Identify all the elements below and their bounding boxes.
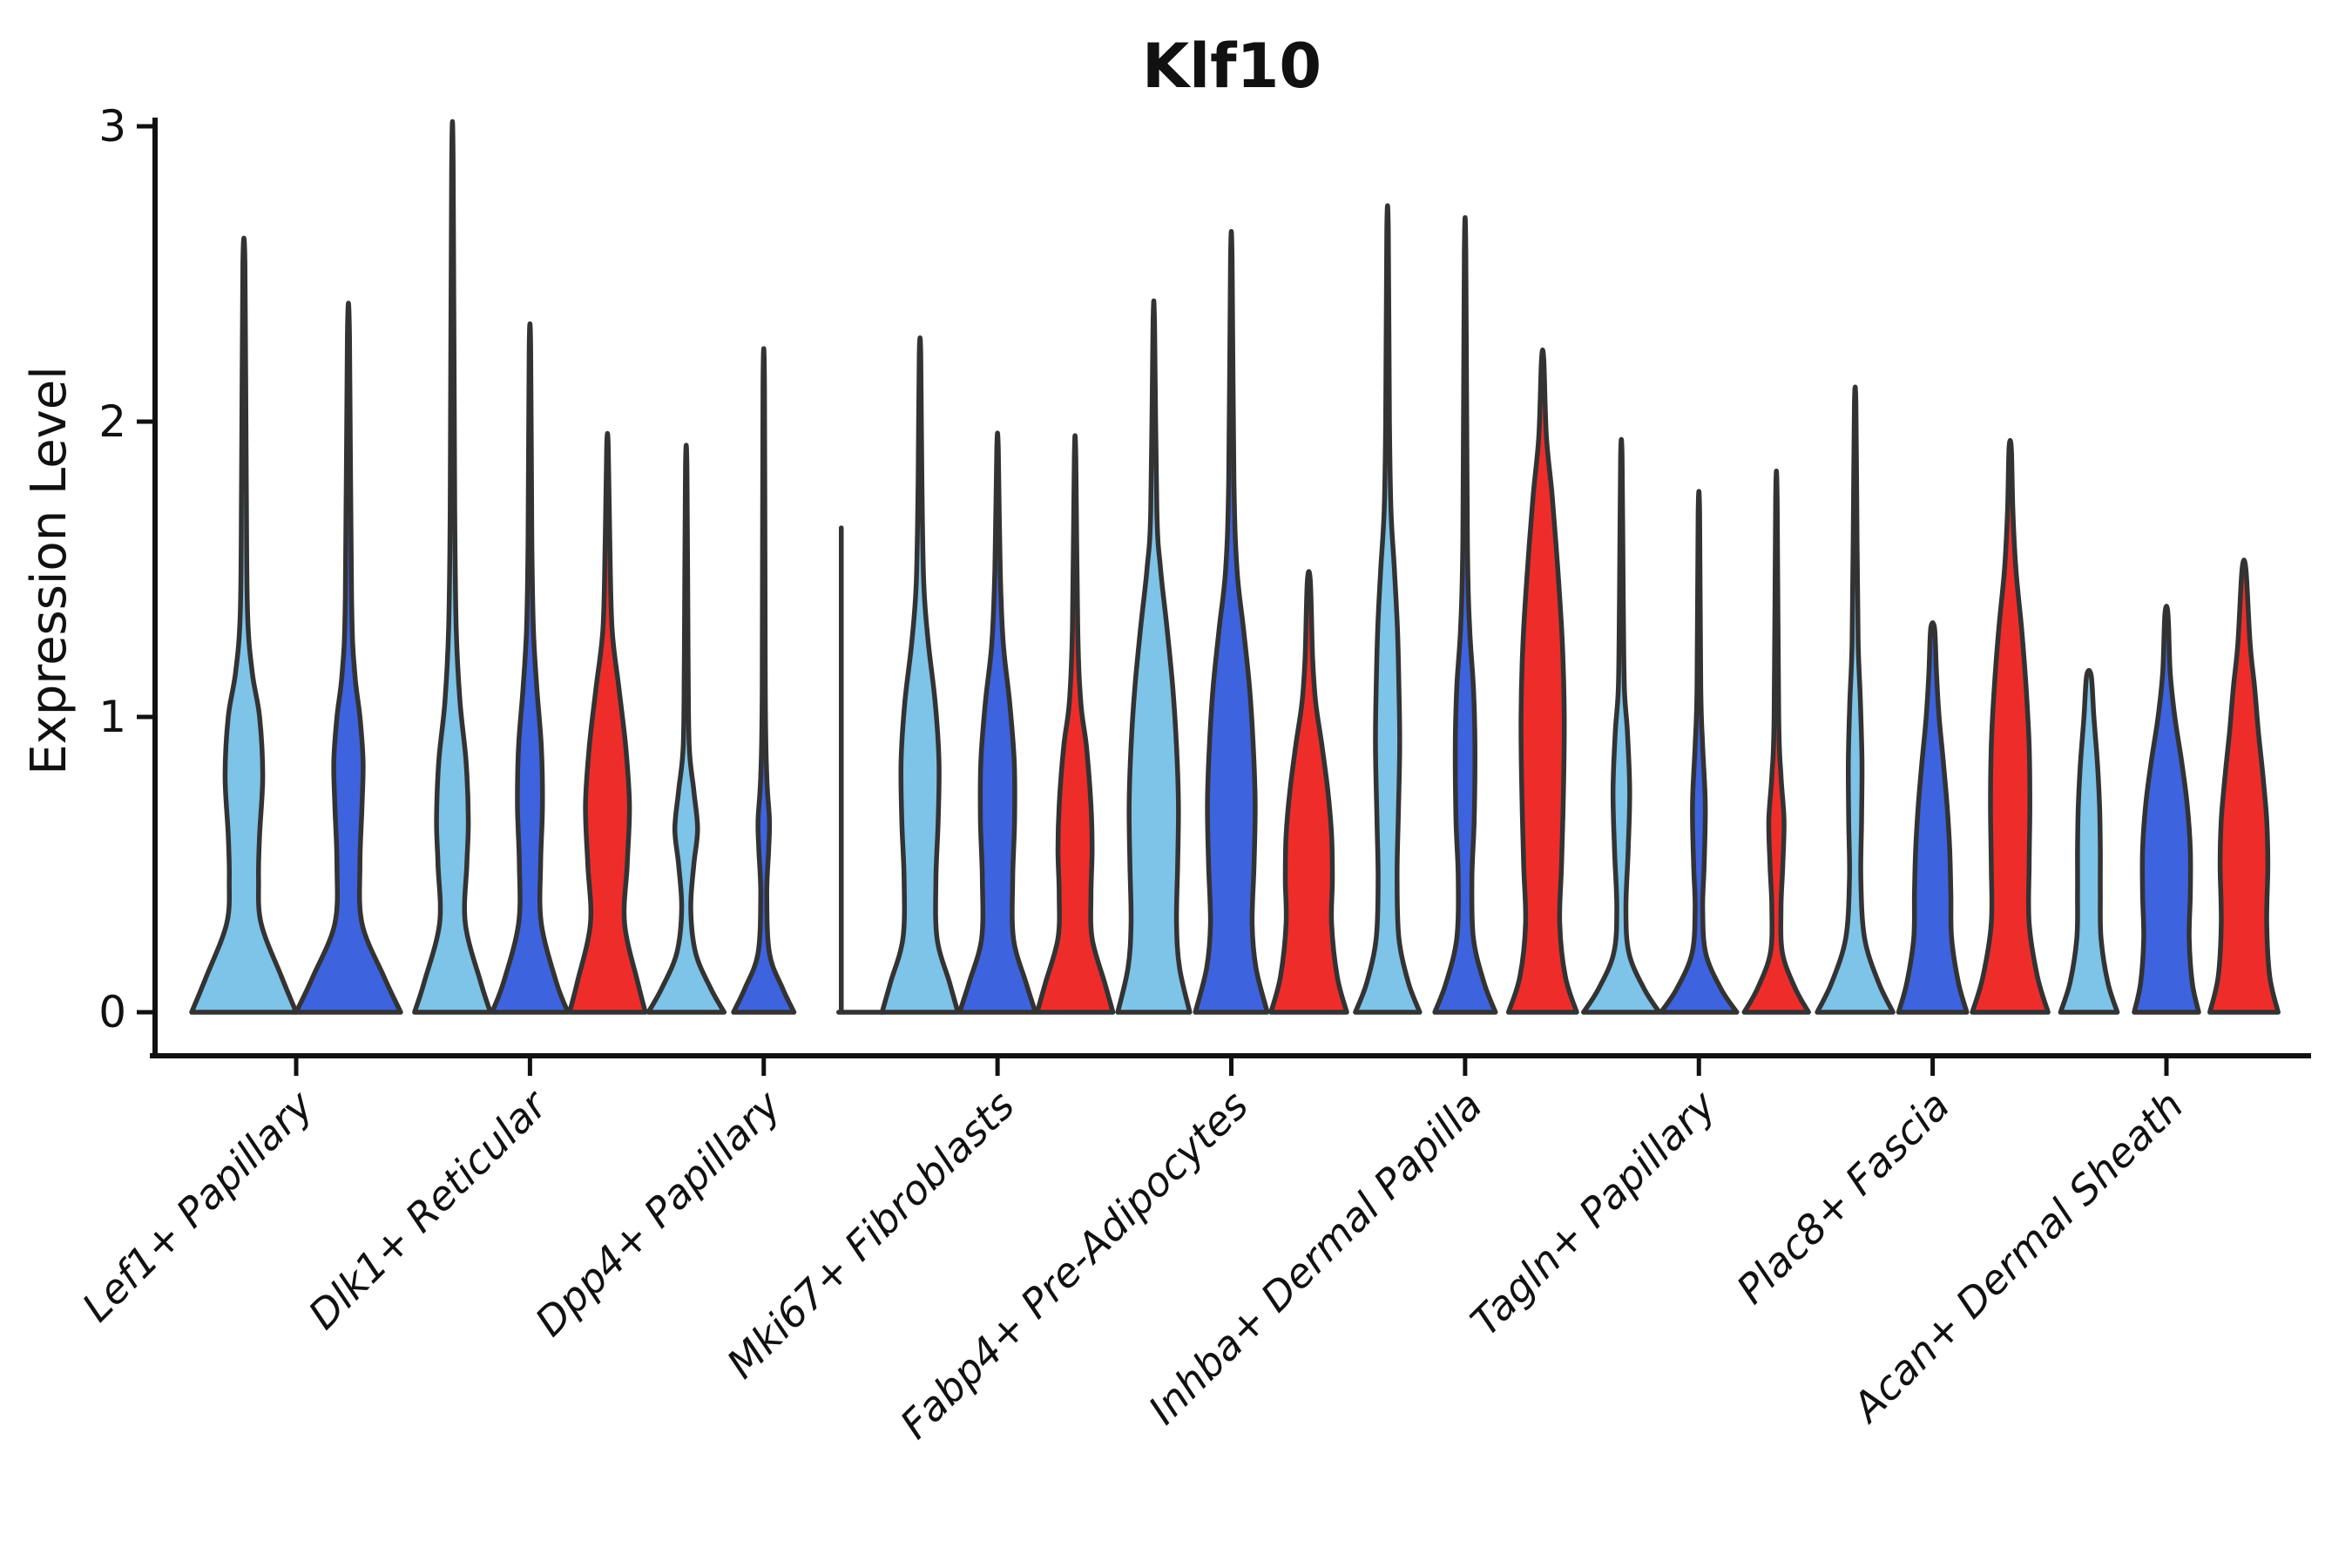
violin-mki67+-red [1034, 433, 1116, 1015]
violin-tagln+-red [1741, 469, 1811, 1015]
violin-plac8+-light_blue [1815, 384, 1896, 1015]
x-tick-label-1: Lef1+ Papillary [73, 1081, 322, 1330]
x-tick-label-7: Tagln+ Papillary [1462, 1081, 1726, 1345]
x-tick-label-8: Plac8+ Fascia [1727, 1082, 1958, 1313]
y-tick-label: 1 [98, 692, 126, 742]
violin-dlk1+-light_blue [412, 118, 493, 1015]
violin-inhba+-blue [1432, 215, 1498, 1015]
y-tick-label: 3 [98, 101, 126, 152]
violin-dpp4+-red [836, 525, 886, 1015]
violin-dpp4+-blue [731, 346, 797, 1015]
violin-fabp4+-red [1268, 569, 1349, 1015]
violin-acan+-red [2207, 558, 2281, 1015]
violin-plac8+-blue [1896, 620, 1970, 1015]
violin-tagln+-blue [1659, 489, 1740, 1015]
violin-lef1+-blue [294, 301, 403, 1015]
violin-fabp4+-light_blue [1115, 298, 1193, 1015]
violin-tagln+-light_blue [1581, 436, 1662, 1015]
violin-plac8+-red [1970, 437, 2051, 1015]
violin-dlk1+-red [567, 430, 648, 1015]
violin-dpp4+-light_blue [645, 443, 727, 1015]
violin-mki67+-light_blue [879, 335, 961, 1015]
violin-fabp4+-blue [1193, 229, 1270, 1015]
violin-mki67+-blue [956, 430, 1038, 1015]
violins-layer [189, 118, 2281, 1015]
violin-acan+-blue [2132, 604, 2201, 1015]
violin-dlk1+-blue [490, 321, 571, 1015]
y-tick-label: 0 [98, 987, 126, 1037]
x-tick-label-3: Dpp4+ Papillary [526, 1081, 790, 1345]
y-tick-label: 2 [98, 396, 126, 447]
x-tick-label-2: Dlk1+ Reticular [300, 1079, 558, 1338]
violin-inhba+-light_blue [1353, 203, 1423, 1015]
violin-inhba+-red [1505, 348, 1579, 1015]
violin-acan+-light_blue [2058, 667, 2120, 1015]
chart-title: Klf10 [1142, 30, 1321, 102]
violin-lef1+-light_blue [189, 235, 299, 1015]
y-axis-label: Expression Level [21, 366, 78, 775]
